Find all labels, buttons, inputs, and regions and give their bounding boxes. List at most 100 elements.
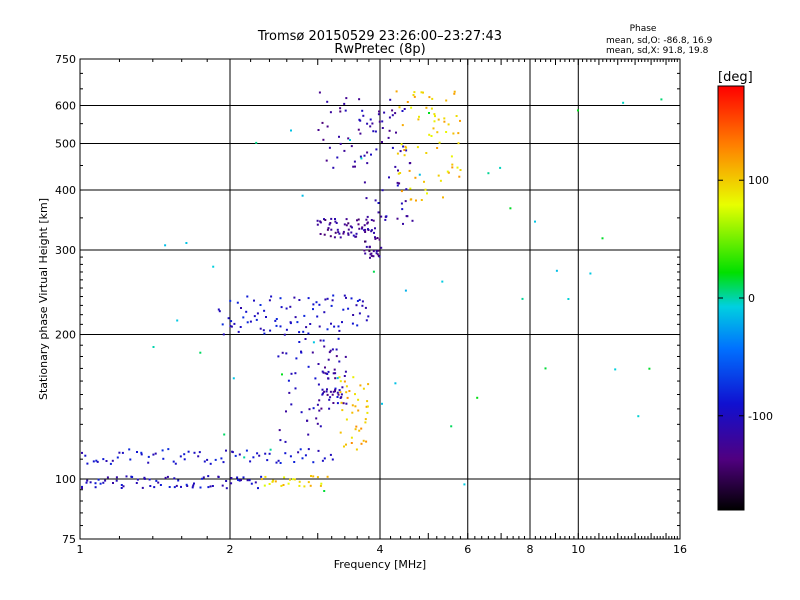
- data-point: [428, 133, 431, 136]
- data-point: [441, 280, 444, 283]
- data-point: [115, 479, 118, 482]
- data-point: [451, 166, 454, 169]
- data-point: [81, 451, 83, 454]
- data-point: [214, 458, 217, 461]
- data-point: [360, 157, 363, 160]
- data-point: [331, 348, 334, 351]
- data-point: [359, 384, 362, 387]
- data-point: [336, 377, 339, 380]
- data-point: [337, 337, 340, 340]
- data-point: [343, 380, 346, 383]
- data-point: [369, 125, 372, 128]
- data-point: [328, 398, 331, 401]
- data-point: [317, 363, 320, 365]
- data-point: [391, 109, 394, 112]
- data-point: [357, 223, 360, 226]
- data-point: [352, 165, 355, 168]
- data-point: [408, 169, 411, 172]
- data-point: [312, 341, 315, 344]
- data-point: [96, 460, 99, 463]
- data-point: [118, 451, 121, 454]
- data-point: [375, 148, 378, 151]
- data-point: [136, 451, 138, 453]
- data-point: [94, 482, 97, 485]
- data-point: [329, 235, 332, 238]
- data-point: [330, 217, 333, 220]
- data-point: [364, 231, 367, 233]
- data-point: [318, 325, 321, 328]
- data-point: [346, 396, 349, 399]
- data-point: [326, 475, 329, 478]
- data-point: [300, 350, 302, 353]
- data-point: [366, 151, 369, 154]
- data-point: [345, 218, 348, 221]
- data-point: [459, 119, 461, 122]
- data-point: [412, 94, 415, 96]
- data-point: [318, 399, 321, 402]
- data-point: [148, 478, 151, 481]
- data-point: [341, 409, 344, 412]
- data-point: [265, 316, 267, 318]
- data-point: [221, 484, 224, 487]
- data-point: [319, 339, 322, 342]
- data-point: [343, 445, 345, 448]
- data-point: [387, 136, 390, 139]
- data-point: [442, 196, 444, 199]
- data-point: [298, 341, 301, 343]
- data-point: [290, 129, 292, 132]
- data-point: [364, 421, 367, 424]
- data-point: [370, 230, 373, 233]
- data-point: [375, 250, 378, 253]
- data-point: [350, 231, 353, 234]
- data-point: [415, 199, 417, 202]
- data-point: [304, 454, 307, 457]
- data-point: [289, 305, 292, 308]
- data-point: [405, 149, 408, 152]
- data-point: [365, 197, 368, 200]
- data-point: [431, 97, 434, 100]
- data-point: [316, 422, 319, 425]
- data-point: [455, 115, 458, 117]
- data-point: [372, 250, 375, 253]
- data-point: [343, 102, 346, 105]
- data-point: [370, 254, 373, 257]
- data-point: [321, 121, 324, 124]
- data-point: [334, 390, 336, 393]
- data-point: [336, 228, 339, 231]
- data-point: [192, 484, 195, 487]
- data-point: [307, 433, 310, 436]
- data-point: [269, 329, 272, 332]
- data-point: [332, 402, 335, 404]
- data-point: [350, 145, 353, 148]
- data-point: [355, 232, 358, 235]
- data-point: [311, 351, 314, 354]
- data-point: [320, 407, 323, 410]
- data-point: [388, 116, 391, 119]
- data-point: [355, 304, 358, 307]
- data-point: [243, 456, 246, 459]
- data-point: [354, 405, 357, 408]
- data-point: [378, 255, 381, 258]
- data-point: [363, 154, 366, 157]
- data-point: [279, 325, 282, 328]
- data-point: [183, 458, 186, 461]
- data-point: [476, 396, 479, 399]
- data-point: [347, 228, 350, 231]
- data-point: [383, 111, 386, 114]
- data-point: [323, 311, 326, 314]
- data-point: [143, 476, 146, 479]
- data-point: [425, 152, 428, 154]
- x-tick-label: 16: [673, 543, 687, 556]
- data-point: [328, 407, 331, 410]
- data-point: [212, 265, 215, 268]
- data-point: [323, 218, 325, 221]
- data-point: [309, 323, 312, 325]
- x-tick-label: 2: [227, 543, 234, 556]
- data-point: [248, 479, 251, 482]
- data-point: [253, 315, 256, 318]
- data-point: [359, 119, 362, 122]
- chart-title: Tromsø 20150529 23:26:00–23:27:43: [257, 29, 502, 44]
- data-point: [319, 425, 322, 428]
- data-point: [328, 146, 331, 149]
- data-point: [94, 486, 97, 489]
